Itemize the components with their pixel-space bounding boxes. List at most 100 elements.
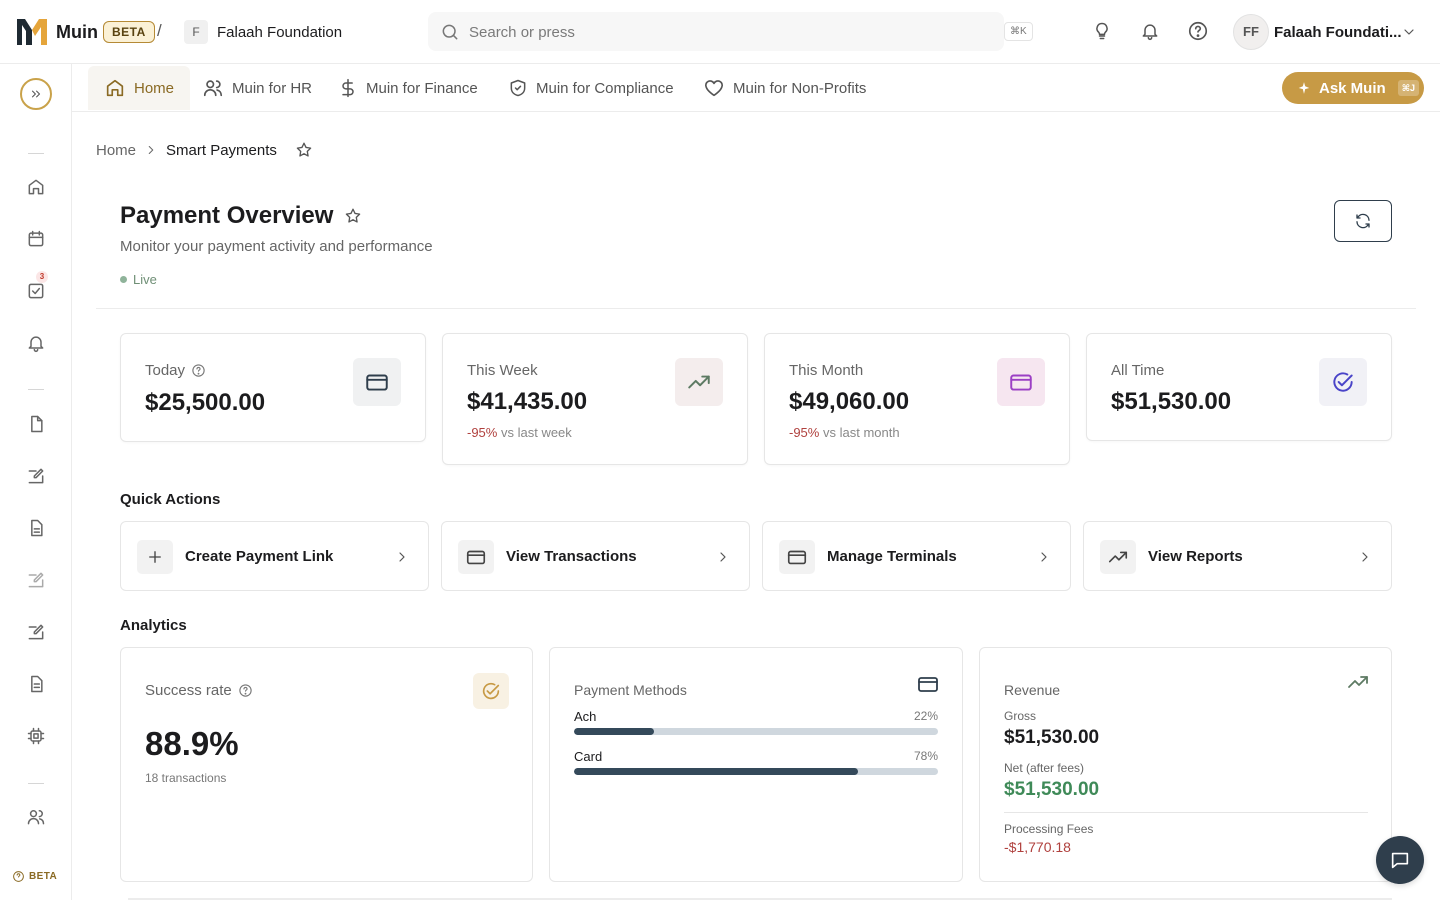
- app-name: Muin: [56, 22, 98, 42]
- org-name: Falaah Foundation: [217, 23, 343, 41]
- analytics-title: Analytics: [120, 617, 187, 634]
- page-title: Payment Overview: [120, 202, 334, 229]
- revenue-label: Revenue: [1004, 682, 1061, 698]
- change-suffix: vs last month: [822, 425, 900, 440]
- help-icon: [12, 870, 25, 883]
- sidebar-document-icon[interactable]: [26, 414, 46, 434]
- chevron-down-icon: [1401, 24, 1417, 40]
- lightbulb-icon[interactable]: [1092, 20, 1112, 42]
- tab-label: Home: [134, 79, 175, 97]
- ask-muin-button[interactable]: Ask Muin ⌘J: [1282, 72, 1424, 104]
- breadcrumb: Home Smart Payments: [96, 141, 313, 159]
- top-bar: Muin BETA / F Falaah Foundation Search o…: [0, 0, 1440, 64]
- refresh-icon: [1354, 212, 1372, 230]
- ask-shortcut: ⌘J: [1397, 80, 1420, 96]
- tab-compliance[interactable]: Muin for Compliance: [492, 66, 690, 110]
- tab-non-profits[interactable]: Muin for Non-Profits: [687, 66, 882, 110]
- org-initial: F: [184, 20, 208, 44]
- chevron-right-icon: [715, 549, 731, 565]
- search-icon: [440, 22, 460, 42]
- sidebar-beta-info[interactable]: BETA: [12, 870, 57, 883]
- payment-methods-label: Payment Methods: [574, 682, 687, 698]
- beta-badge: BETA: [103, 21, 155, 43]
- view-reports-button[interactable]: View Reports: [1083, 521, 1392, 591]
- tab-label: Muin for Compliance: [536, 79, 674, 97]
- plus-icon: [137, 540, 173, 574]
- bell-icon[interactable]: [1140, 20, 1160, 42]
- sidebar-bell-icon[interactable]: [26, 333, 46, 353]
- sidebar-calendar-icon[interactable]: [26, 229, 46, 249]
- trending-up-icon: [1100, 540, 1136, 574]
- success-rate-label: Success rate: [145, 682, 232, 699]
- refresh-button[interactable]: [1334, 200, 1392, 242]
- net-value: $51,530.00: [1004, 779, 1100, 800]
- view-transactions-button[interactable]: View Transactions: [441, 521, 750, 591]
- credit-card-icon: [779, 540, 815, 574]
- help-icon[interactable]: [1187, 20, 1209, 42]
- sidebar-compose-icon[interactable]: [26, 622, 46, 642]
- payment-methods-card: Payment Methods Ach 22% Card 78%: [549, 647, 963, 882]
- shield-check-icon: [508, 77, 528, 99]
- search-placeholder: Search or press: [469, 24, 575, 41]
- manage-terminals-button[interactable]: Manage Terminals: [762, 521, 1071, 591]
- divider: [1004, 812, 1368, 813]
- success-rate-card: Success rate 88.9% 18 transactions: [120, 647, 533, 882]
- org-switcher[interactable]: F Falaah Foundation: [184, 20, 342, 44]
- sidebar-home-icon[interactable]: [26, 177, 46, 197]
- info-icon[interactable]: [238, 683, 253, 698]
- method-percent: 22%: [913, 709, 938, 723]
- sidebar-chip-icon[interactable]: [26, 726, 46, 746]
- star-icon[interactable]: [344, 207, 362, 225]
- qa-label: Create Payment Link: [185, 548, 334, 565]
- breadcrumb-home[interactable]: Home: [96, 141, 137, 159]
- chat-button[interactable]: [1376, 836, 1424, 884]
- chat-icon: [1389, 849, 1411, 871]
- next-section-edge: [128, 898, 1392, 900]
- sidebar-users-icon[interactable]: [26, 807, 46, 827]
- sidebar-edit-disabled-icon[interactable]: [26, 570, 46, 590]
- live-dot: [120, 276, 127, 283]
- change-suffix: vs last week: [500, 425, 572, 440]
- info-icon[interactable]: [191, 363, 206, 378]
- stat-card-week: This Week $41,435.00 -95% vs last week: [442, 333, 748, 465]
- qa-label: Manage Terminals: [827, 548, 957, 565]
- change-value: -95%: [467, 425, 498, 440]
- tab-hr[interactable]: Muin for HR: [186, 66, 328, 110]
- sidebar-file-text-icon[interactable]: [26, 518, 46, 538]
- tab-finance[interactable]: Muin for Finance: [322, 66, 494, 110]
- header-divider: [96, 308, 1416, 309]
- avatar: FF: [1233, 14, 1269, 50]
- user-menu[interactable]: FF Falaah Foundati...: [1233, 14, 1414, 50]
- stat-change: -95% vs last month: [789, 425, 900, 440]
- sidebar-divider: [28, 153, 44, 154]
- progress-fill: [574, 768, 858, 775]
- sidebar-report-icon[interactable]: [26, 674, 46, 694]
- star-icon[interactable]: [295, 141, 313, 159]
- stat-card-all-time: All Time $51,530.00: [1086, 333, 1392, 441]
- credit-card-icon: [997, 358, 1045, 406]
- quick-actions-title: Quick Actions: [120, 491, 221, 508]
- sidebar-expand-button[interactable]: [20, 78, 52, 110]
- tab-home[interactable]: Home: [88, 66, 191, 110]
- create-payment-link-button[interactable]: Create Payment Link: [120, 521, 429, 591]
- method-name: Ach: [574, 709, 597, 724]
- stat-card-today: Today $25,500.00: [120, 333, 426, 442]
- chevron-right-icon: [144, 143, 158, 157]
- muin-logo[interactable]: [16, 16, 48, 46]
- stat-label: This Week: [467, 362, 538, 379]
- stat-label: Today: [145, 362, 186, 379]
- tasks-badge: 3: [36, 271, 48, 283]
- credit-card-icon: [916, 672, 940, 696]
- tab-label: Muin for Non-Profits: [733, 79, 867, 97]
- credit-card-icon: [353, 358, 401, 406]
- home-icon: [104, 77, 126, 99]
- sidebar-tasks-icon[interactable]: [26, 281, 46, 301]
- qa-label: View Reports: [1148, 548, 1243, 565]
- method-name: Card: [574, 749, 603, 764]
- ask-muin-label: Ask Muin: [1319, 79, 1386, 97]
- progress-track: [574, 728, 938, 735]
- breadcrumb-current: Smart Payments: [166, 141, 277, 159]
- search-bar[interactable]: Search or press ⌘K: [428, 12, 1033, 51]
- check-circle-icon: [1319, 358, 1367, 406]
- sidebar-edit-icon[interactable]: [26, 466, 46, 486]
